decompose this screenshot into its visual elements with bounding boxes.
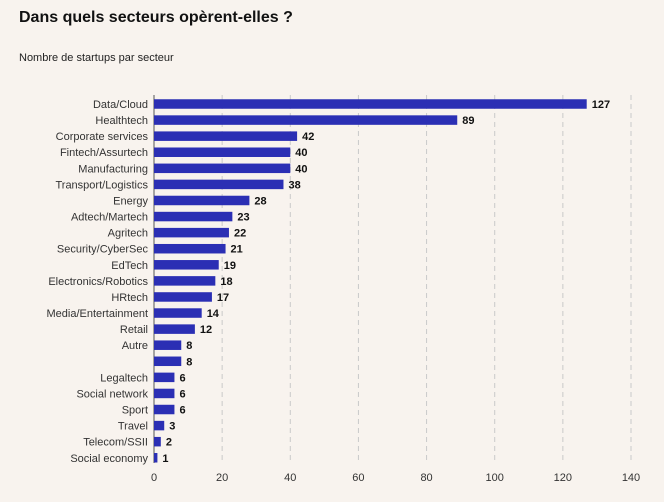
bar <box>154 372 175 383</box>
value-label: 2 <box>166 437 172 449</box>
category-label: Healthtech <box>95 115 148 127</box>
bar <box>154 340 182 350</box>
bar <box>154 324 195 334</box>
value-label: 6 <box>179 372 185 384</box>
category-label: Corporate services <box>56 131 149 143</box>
bar <box>154 211 233 222</box>
value-label: 22 <box>234 228 246 240</box>
value-label: 127 <box>592 99 610 111</box>
category-label: Autre <box>122 340 148 352</box>
value-label: 23 <box>237 212 249 224</box>
category-label: Social network <box>76 388 148 400</box>
value-label: 3 <box>169 421 175 433</box>
bar <box>154 163 291 174</box>
x-tick-label: 120 <box>554 472 572 484</box>
x-tick-label: 0 <box>151 472 157 484</box>
bar <box>154 453 158 463</box>
value-label: 18 <box>220 276 232 288</box>
value-label: 14 <box>207 308 220 320</box>
category-label: Energy <box>113 195 148 207</box>
value-label: 6 <box>179 405 185 417</box>
category-label: Adtech/Martech <box>71 212 148 224</box>
category-label: Agritech <box>108 228 148 240</box>
category-label: Manufacturing <box>78 163 148 175</box>
category-label: EdTech <box>111 260 148 272</box>
x-tick-label: 80 <box>420 472 432 484</box>
category-label: Security/CyberSec <box>57 244 149 256</box>
bar <box>154 436 161 447</box>
bar <box>154 308 202 318</box>
value-label: 38 <box>288 179 300 191</box>
value-label: 21 <box>231 244 243 256</box>
category-label: Transport/Logistics <box>55 179 148 191</box>
bar <box>154 195 250 206</box>
category-label: Media/Entertainment <box>47 308 149 320</box>
bar <box>154 356 182 367</box>
x-tick-label: 40 <box>284 472 296 484</box>
category-label: Data/Cloud <box>93 99 148 111</box>
value-label: 42 <box>302 131 314 143</box>
labels: Data/Cloud 127 Healthtech 89 Corporate servi… <box>47 99 611 465</box>
category-label: Retail <box>120 324 148 336</box>
category-label: Travel <box>118 421 148 433</box>
value-label: 28 <box>254 195 266 207</box>
value-label: 19 <box>224 260 236 272</box>
bar <box>154 404 175 415</box>
x-tick-label: 100 <box>486 472 504 484</box>
bar <box>154 420 165 431</box>
value-label: 40 <box>295 163 307 175</box>
bar <box>154 260 219 270</box>
bar <box>154 131 298 141</box>
bar <box>154 243 226 254</box>
value-label: 8 <box>186 340 192 352</box>
chart-title: Dans quels secteurs opèrent-elles ? <box>19 9 293 26</box>
category-label: Electronics/Robotics <box>48 276 148 288</box>
value-label: 89 <box>462 115 474 127</box>
x-tick-label: 20 <box>216 472 228 484</box>
category-label: Legaltech <box>100 372 148 384</box>
value-label: 12 <box>200 324 212 336</box>
bar <box>154 388 175 399</box>
x-tick-label: 60 <box>352 472 364 484</box>
bar <box>154 292 212 302</box>
x-axis-ticks: 0 20 40 60 80 100 120 140 <box>151 472 640 484</box>
bar <box>154 276 216 286</box>
bar <box>154 115 458 125</box>
value-label: 8 <box>186 356 192 368</box>
value-label: 17 <box>217 292 229 304</box>
bar <box>154 99 587 109</box>
category-label: Fintech/Assurtech <box>60 147 148 159</box>
bar <box>154 147 291 157</box>
bar <box>154 227 229 238</box>
value-label: 1 <box>162 453 168 465</box>
value-label: 40 <box>295 147 307 159</box>
category-label: Sport <box>122 405 148 417</box>
category-label: Social economy <box>70 453 148 465</box>
bar <box>154 179 284 190</box>
value-label: 6 <box>179 388 185 400</box>
bars <box>154 99 587 463</box>
x-tick-label: 140 <box>622 472 640 484</box>
category-label: Telecom/SSII <box>83 437 148 449</box>
category-label: HRtech <box>111 292 148 304</box>
chart-subtitle: Nombre de startups par secteur <box>19 52 174 64</box>
